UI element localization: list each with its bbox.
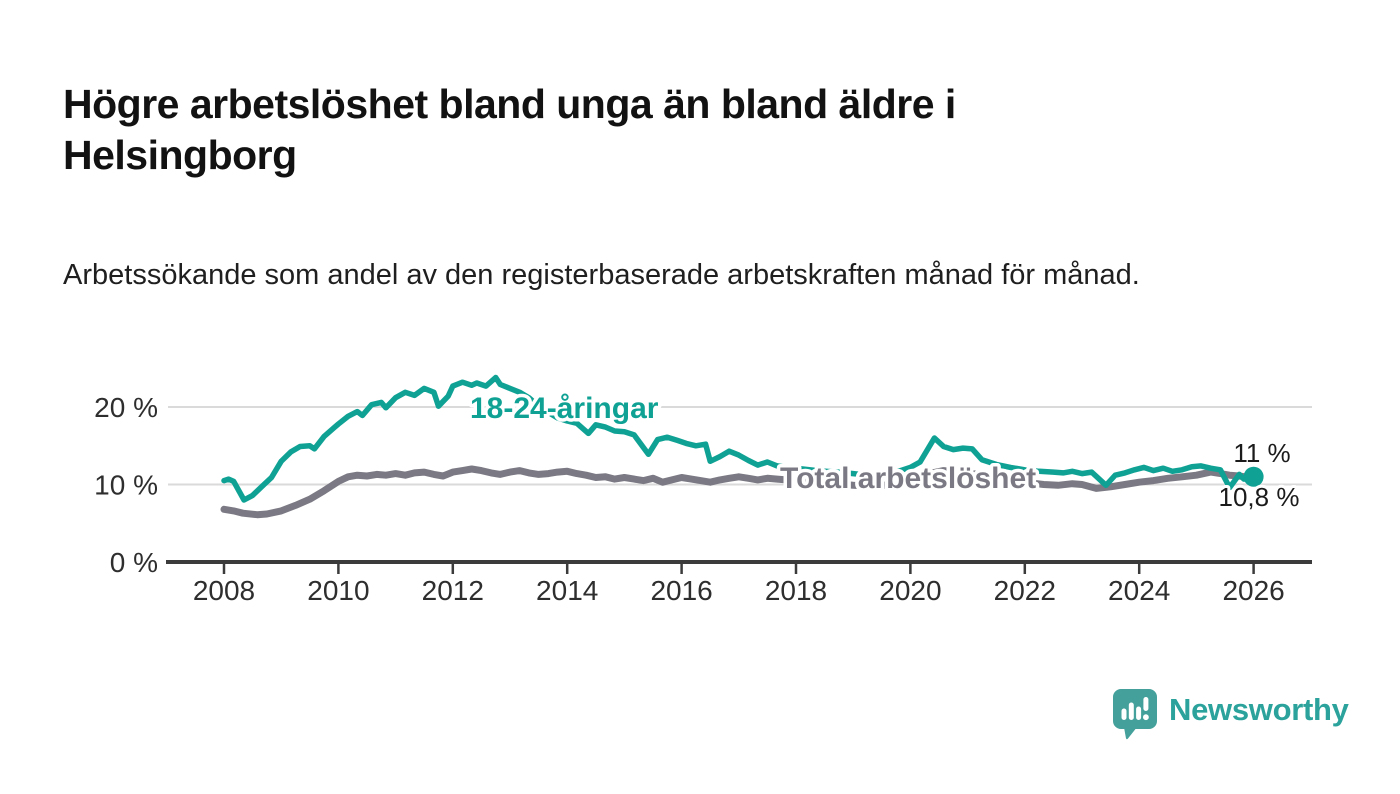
- series-end-value-total: 10,8 %: [1219, 482, 1300, 512]
- x-axis-label: 2008: [193, 575, 255, 606]
- series-line-total: [220, 465, 1258, 519]
- series-label-total: Total arbetslöshet: [780, 462, 1036, 495]
- speech-bubble-shape: [1113, 689, 1157, 740]
- newsworthy-wordmark: Newsworthy: [1169, 692, 1349, 727]
- x-axis-label: 2024: [1108, 575, 1170, 606]
- series-line-youth: [221, 374, 1257, 503]
- x-axis-label: 2020: [879, 575, 941, 606]
- y-axis-label: 0 %: [110, 547, 158, 578]
- x-axis-label: 2018: [765, 575, 827, 606]
- bar-tall: [1128, 702, 1134, 720]
- series-end-dot-youth: [1243, 466, 1264, 487]
- series-end-value-youth: 11 %: [1233, 438, 1290, 468]
- x-axis-label: 2026: [1222, 575, 1284, 606]
- bar-small: [1121, 708, 1127, 720]
- x-axis-label: 2010: [307, 575, 369, 606]
- newsworthy-speech-bubble-bar-chart-icon: [1113, 689, 1157, 740]
- chart-subtitle: Arbetssökande som andel av den registerb…: [63, 259, 1140, 291]
- y-axis-label: 20 %: [94, 392, 158, 423]
- x-axis-label: 2016: [650, 575, 712, 606]
- x-axis-label: 2022: [994, 575, 1056, 606]
- page-title: Högre arbetslöshet bland unga än bland ä…: [63, 81, 956, 179]
- x-axis-label: 2014: [536, 575, 598, 606]
- newsworthy-branding: Newsworthy: [1112, 686, 1349, 740]
- x-axis-label: 2012: [422, 575, 484, 606]
- bar-medium: [1136, 706, 1142, 720]
- unemployment-line-chart: 2008 2010 2012 2014 2016 2018 2020 2022 2024 2026…: [94, 374, 1312, 606]
- exclamation-dot: [1143, 714, 1149, 721]
- y-axis-label: 10 %: [94, 470, 158, 501]
- exclamation-bar: [1143, 697, 1149, 711]
- series-label-youth: 18-24-åringar: [470, 392, 659, 425]
